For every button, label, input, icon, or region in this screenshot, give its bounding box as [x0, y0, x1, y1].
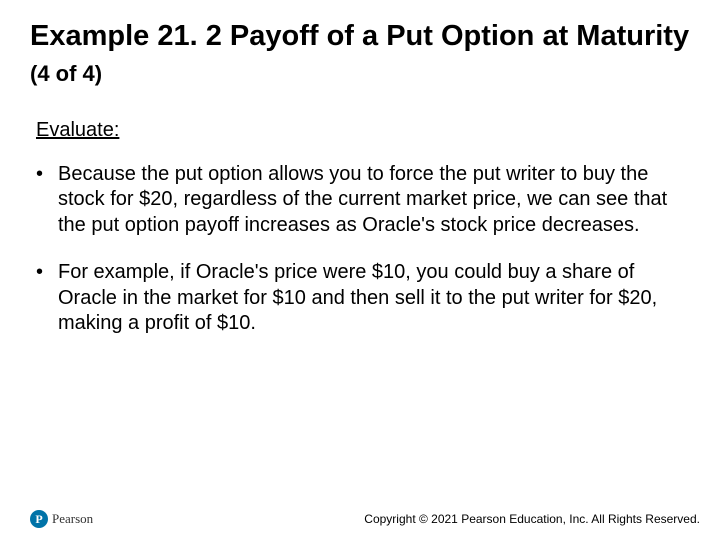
title-sub: (4 of 4) — [30, 61, 102, 86]
bullet-list: Because the put option allows you to for… — [36, 162, 690, 338]
title-main: Example 21. 2 Payoff of a Put Option at … — [30, 20, 689, 52]
logo-text: Pearson — [52, 511, 93, 527]
copyright-text: Copyright © 2021 Pearson Education, Inc.… — [364, 512, 700, 526]
bullet-item: Because the put option allows you to for… — [36, 162, 690, 239]
pearson-logo: P Pearson — [30, 510, 93, 528]
logo-mark-icon: P — [30, 510, 48, 528]
footer: P Pearson Copyright © 2021 Pearson Educa… — [30, 510, 700, 528]
bullet-item: For example, if Oracle's price were $10,… — [36, 260, 690, 337]
slide-title: Example 21. 2 Payoff of a Put Option at … — [30, 18, 690, 91]
section-label: Evaluate: — [36, 119, 690, 142]
slide-container: Example 21. 2 Payoff of a Put Option at … — [0, 0, 720, 540]
